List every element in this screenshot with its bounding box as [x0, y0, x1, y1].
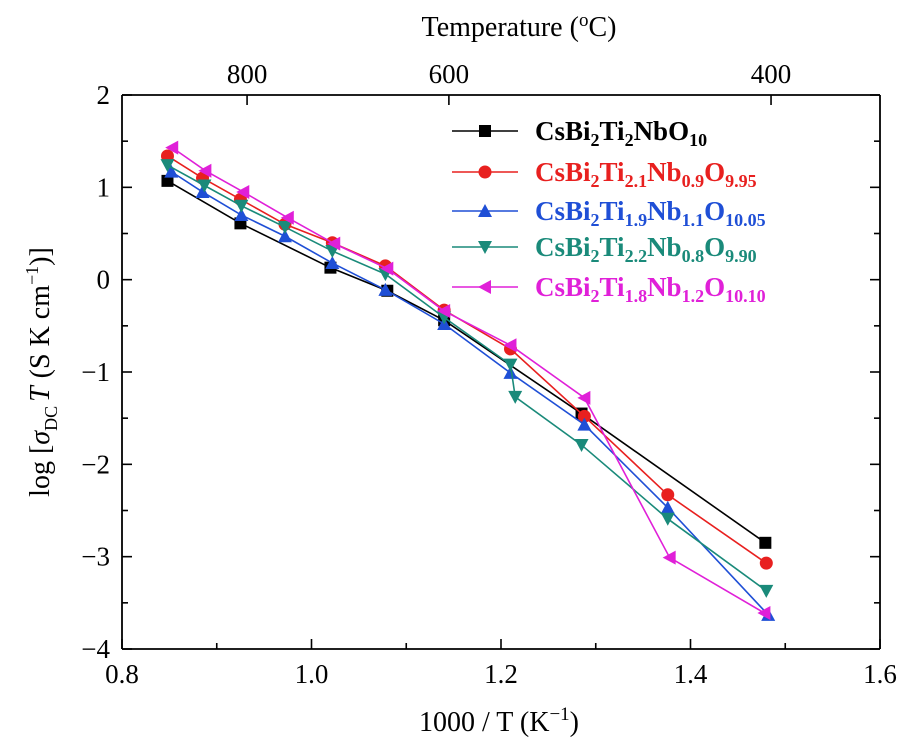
legend-marker	[478, 280, 491, 294]
data-point	[277, 229, 292, 243]
data-point	[164, 164, 179, 178]
y-axis-title-t: T	[25, 384, 56, 402]
data-point	[380, 261, 394, 276]
y-axis-title-close: )]	[25, 247, 56, 266]
top-axis-title-sup: o	[579, 10, 589, 31]
x-tick-label: 0.8	[105, 659, 139, 689]
legend-marker	[478, 165, 492, 179]
data-point	[236, 184, 250, 199]
legend-entry: CsBi2Ti2NbO10	[452, 116, 707, 150]
x-axis-title-sup: −1	[549, 704, 569, 725]
data-point	[161, 174, 174, 187]
y-axis-title-unit: (S K cm	[25, 285, 56, 379]
data-point	[325, 245, 340, 259]
data-point	[503, 365, 518, 379]
y-axis-title-prefix: log [	[25, 445, 56, 497]
legend-label: CsBi2Ti2.1Nb0.9O9.95	[535, 157, 757, 191]
data-point	[437, 304, 451, 319]
series-4	[165, 140, 771, 620]
top-axis-title: Temperature (oC)	[422, 10, 617, 43]
legend-entry: CsBi2Ti2.1Nb0.9O9.95	[452, 157, 757, 191]
series-line	[167, 164, 767, 592]
data-point	[757, 605, 771, 620]
data-point	[759, 556, 773, 570]
data-point	[198, 163, 212, 178]
data-point	[325, 256, 340, 270]
data-point	[759, 584, 774, 598]
data-point	[660, 500, 675, 514]
legend: CsBi2Ti2NbO10 CsBi2Ti2.1Nb0.9O9.95 CsBi2Ti…	[452, 116, 766, 306]
data-point	[277, 221, 292, 235]
data-point	[661, 488, 675, 502]
data-point	[280, 210, 294, 225]
top-tick-label: 600	[429, 59, 470, 89]
data-point	[234, 199, 249, 213]
data-point	[503, 338, 517, 353]
data-point	[759, 536, 772, 549]
legend-label: CsBi2Ti2.2Nb0.8O9.90	[535, 232, 757, 266]
top-tick-label: 800	[227, 59, 268, 89]
y-tick-label: −3	[81, 542, 110, 572]
y-axis-title-sigma: σ	[25, 430, 56, 445]
data-point	[234, 208, 249, 222]
x-tick-label: 1.0	[295, 659, 329, 689]
x-axis-title-close: )	[570, 707, 579, 738]
y-axis-title: log [σDC T (S K cm−1)]	[22, 247, 61, 497]
data-point	[660, 512, 675, 526]
ticks-layer: 0.8 1.0 1.2 1.4 1.6 800 600 400 −4 −3 −2 −1 0 1 2	[81, 59, 897, 689]
legend-label: CsBi2Ti1.9Nb1.1O10.05	[535, 196, 766, 230]
y-tick-label: −4	[81, 634, 110, 664]
data-point	[165, 140, 179, 155]
data-point	[197, 179, 212, 193]
data-point	[577, 417, 592, 431]
legend-marker	[478, 204, 492, 217]
top-axis-title-close: C)	[588, 12, 616, 43]
y-tick-label: −2	[81, 449, 110, 479]
x-tick-label: 1.4	[674, 659, 708, 689]
x-axis-title-text: 1000 / T (K	[419, 707, 549, 738]
legend-marker	[479, 125, 491, 137]
data-point	[503, 358, 518, 372]
series-layer	[160, 140, 776, 621]
data-point	[508, 390, 523, 404]
legend-label: CsBi2Ti2NbO10	[535, 116, 707, 150]
x-tick-label: 1.2	[484, 659, 518, 689]
data-point	[577, 409, 591, 423]
data-point	[378, 282, 393, 296]
legend-entry: CsBi2Ti1.8Nb1.2O10.10	[452, 272, 766, 306]
y-tick-label: 1	[97, 172, 111, 202]
y-axis-title-sub: DC	[41, 406, 61, 431]
x-axis-title: 1000 / T (K−1)	[419, 704, 579, 738]
data-point	[160, 159, 175, 173]
legend-marker	[478, 241, 492, 254]
data-point	[577, 390, 591, 405]
x-tick-label: 1.6	[863, 659, 897, 689]
data-point	[574, 438, 589, 452]
top-tick-label: 400	[751, 59, 792, 89]
y-axis-title-sup: −1	[22, 266, 42, 285]
legend-entry: CsBi2Ti2.2Nb0.8O9.90	[452, 232, 757, 266]
series-0	[161, 174, 772, 549]
y-tick-label: −1	[81, 357, 110, 387]
data-point	[195, 184, 210, 198]
legend-entry: CsBi2Ti1.9Nb1.1O10.05	[452, 196, 766, 230]
series-2	[164, 164, 776, 621]
top-axis-title-text: Temperature (	[422, 12, 579, 43]
legend-label: CsBi2Ti1.8Nb1.2O10.10	[535, 272, 766, 306]
series-3	[160, 159, 774, 598]
data-point	[327, 236, 341, 251]
y-tick-label: 2	[97, 80, 111, 110]
y-tick-label: 0	[97, 265, 111, 295]
data-point	[662, 550, 676, 565]
